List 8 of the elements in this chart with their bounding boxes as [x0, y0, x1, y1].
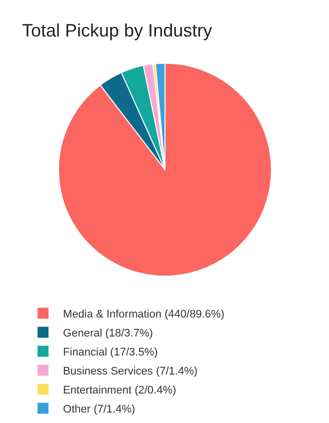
legend-label: General (18/3.7%)	[63, 328, 153, 340]
chart-title: Total Pickup by Industry	[22, 20, 212, 40]
pie-slice	[58, 62, 272, 276]
legend-label: Financial (17/3.5%)	[63, 346, 158, 359]
legend-label: Media & Information (440/89.6%)	[63, 308, 224, 321]
legend-label: Business Services (7/1.4%)	[63, 366, 198, 378]
legend-label: Other (7/1.4%)	[63, 404, 136, 416]
legend-label: Entertainment (2/0.4%)	[63, 384, 176, 397]
